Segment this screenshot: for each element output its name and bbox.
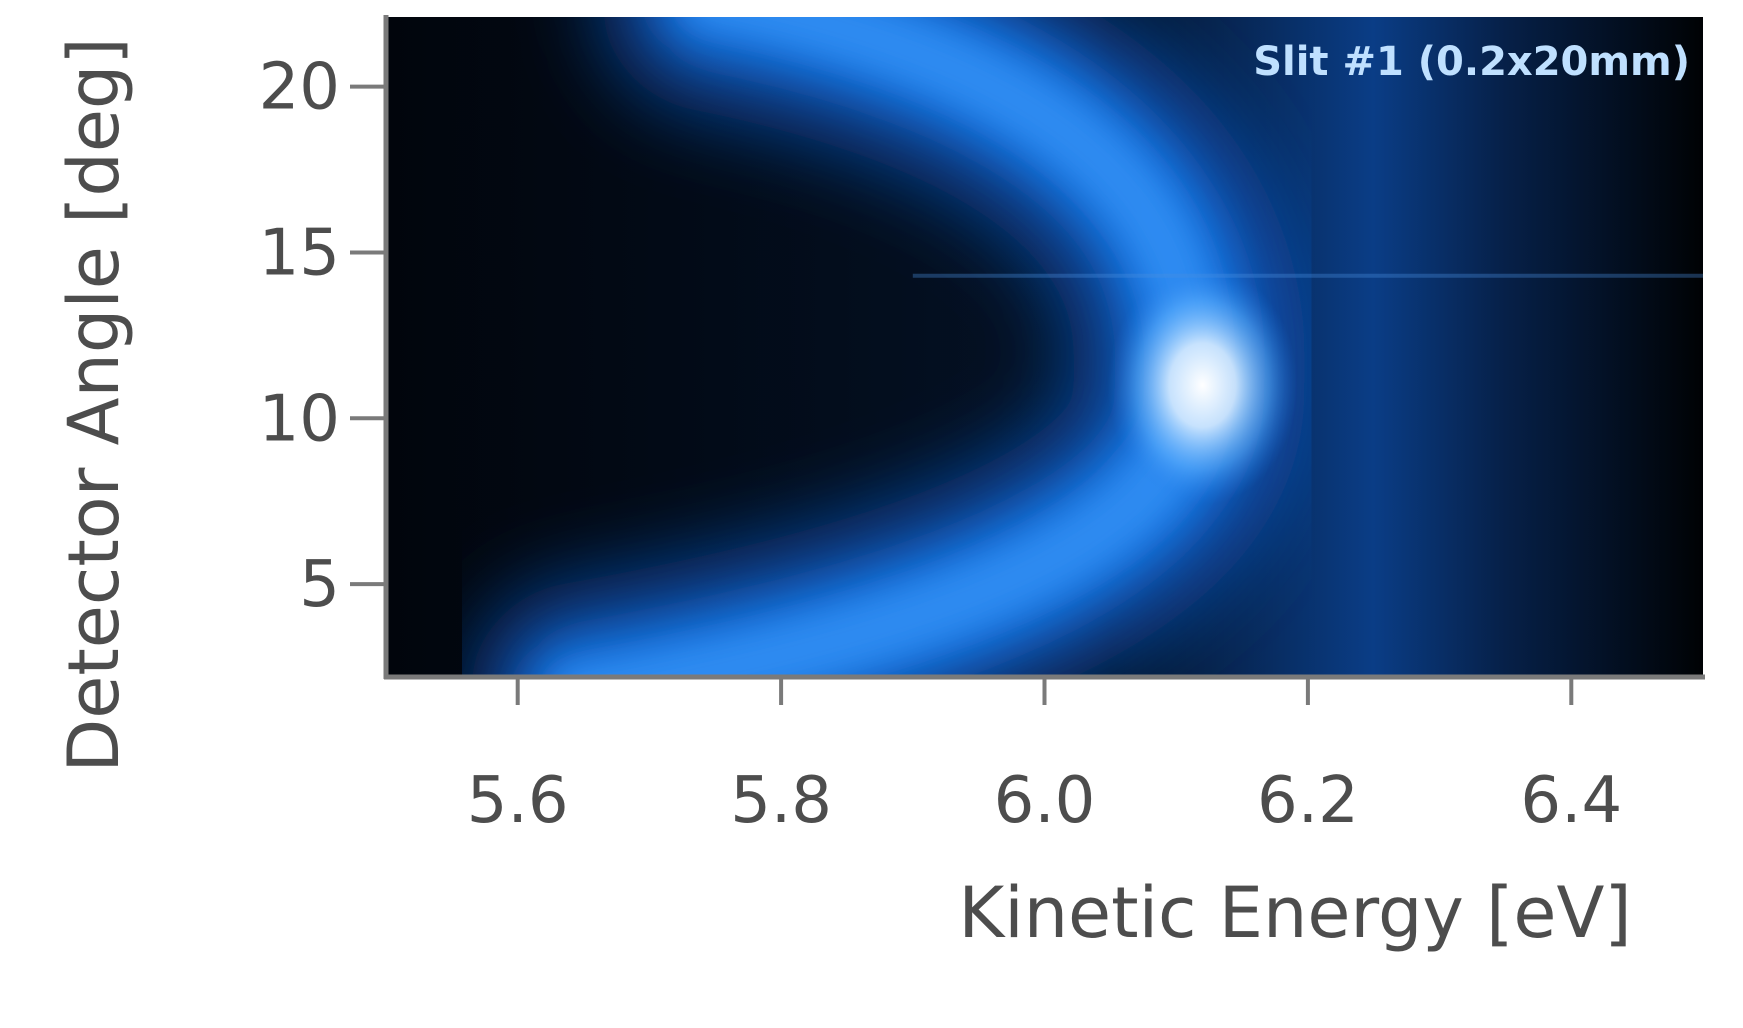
x-axis: 5.6 5.8 6.0 6.2 6.4	[467, 679, 1622, 838]
x-tick-label-2: 6.0	[994, 764, 1096, 838]
x-tick-label-4: 6.4	[1520, 764, 1622, 838]
heatmap-image	[385, 17, 1703, 677]
x-tick-label-0: 5.6	[467, 764, 569, 838]
y-tick-label-1: 10	[259, 382, 340, 456]
y-tick-label-0: 5	[299, 548, 340, 622]
x-tick-label-1: 5.8	[730, 764, 832, 838]
y-tick-label-3: 20	[259, 51, 340, 125]
x-axis-label: Kinetic Energy [eV]	[958, 872, 1631, 954]
y-axis: 5 10 15 20	[259, 51, 386, 622]
annotation-label: Slit #1 (0.2x20mm)	[1253, 39, 1690, 85]
hotspot	[1107, 265, 1298, 506]
y-axis-label: Detector Angle [deg]	[53, 37, 135, 772]
x-tick-label-3: 6.2	[1257, 764, 1359, 838]
y-tick-label-2: 15	[259, 216, 340, 290]
